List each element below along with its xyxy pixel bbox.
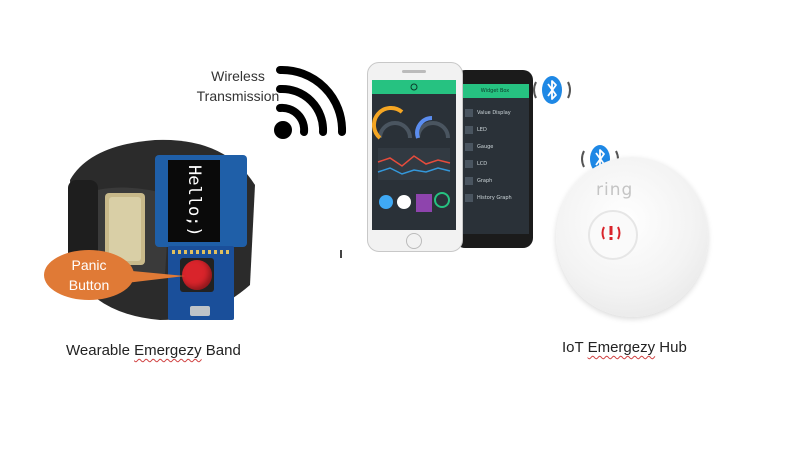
oled-text: Hello;) [184,165,204,237]
widget-label: LCD [477,160,488,167]
wireless-label-line2: Transmission [196,88,280,104]
front-phone-home-button[interactable] [406,233,422,249]
hub-center-button[interactable] [588,210,638,260]
widget-icon [465,176,473,185]
oled-screen: Hello;) [168,160,220,242]
widget-icon [465,159,473,168]
panic-button[interactable] [182,260,212,290]
wireless-label-line1: Wireless [211,68,265,84]
widget-icon [465,125,473,134]
widget-box-title: Widget Box [480,88,510,94]
widget-icon [465,193,473,202]
widget-box-header: Widget Box [461,84,529,98]
widget-icon [465,108,473,117]
band-caption-misspelled: Emergezy [134,342,202,359]
wireless-transmission-label: Wireless Transmission [188,66,288,106]
panic-label-line1: Panic [71,257,107,273]
band-caption: Wearable Emergezy Band [66,342,241,359]
hub-caption-suffix: Hub [655,339,687,356]
widget-label: Gauge [477,143,494,150]
panic-button-callout: Panic Button [44,250,134,300]
widget-label: History Graph [477,194,512,201]
front-phone-speaker [402,70,426,73]
widget-list-item[interactable]: Value Display [465,104,525,121]
panic-label-line2: Button [68,277,110,293]
widget-list-item[interactable]: History Graph [465,189,525,206]
widget-label: Value Display [477,109,511,116]
band-caption-prefix: Wearable [66,342,135,359]
bluetooth-icon [533,76,571,104]
widget-label: LED [477,126,487,133]
wifi-signal-icon [274,65,347,139]
widget-list-item[interactable]: Gauge [465,138,525,155]
board-pin-row [172,250,230,254]
widget-list-item[interactable]: LCD [465,155,525,172]
widget-list-item[interactable]: Graph [465,172,525,189]
widget-list: Value Display LED Gauge LCD Graph Histor… [461,98,529,206]
alert-icon [601,226,621,240]
widget-icon [465,142,473,151]
dashboard-screen [372,80,456,230]
hub-caption-prefix: IoT [562,339,588,356]
widget-list-item[interactable]: LED [465,121,525,138]
usb-port [190,306,210,316]
widget-label: Graph [477,177,493,184]
hub-caption-misspelled: Emergezy [587,339,656,356]
hub-brand-label: ring [596,180,634,200]
band-caption-suffix: Band [201,342,241,359]
back-phone-screen: Widget Box Value Display LED Gauge LCD G… [461,84,529,234]
stray-mark [340,250,342,258]
hub-caption: IoT Emergezy Hub [562,339,687,356]
